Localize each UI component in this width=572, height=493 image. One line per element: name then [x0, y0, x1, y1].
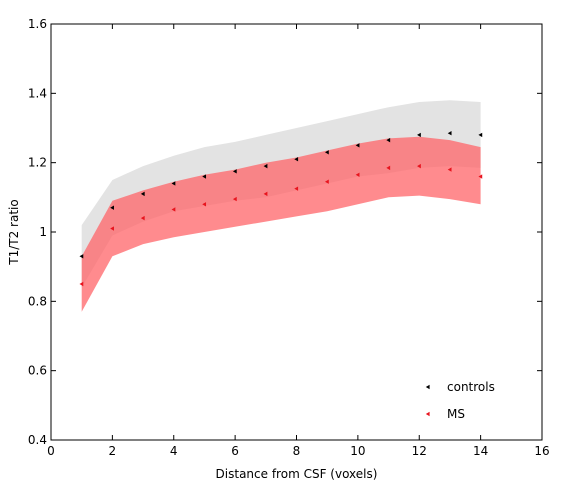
point-controls-5	[202, 174, 207, 179]
legend-marker-ms	[425, 411, 430, 417]
point-controls-11	[386, 137, 391, 143]
point-ms-6	[232, 196, 237, 202]
x-tick-label: 2	[109, 444, 117, 458]
x-tick-label: 0	[47, 444, 55, 458]
x-tick-label: 6	[231, 444, 239, 458]
point-controls-14	[478, 132, 483, 138]
point-controls-9	[324, 150, 329, 155]
x-tick-label: 8	[293, 444, 301, 458]
point-ms-14	[478, 174, 483, 179]
point-controls-1	[79, 254, 84, 259]
y-axis-title: T1/T2 ratio	[7, 199, 21, 265]
x-tick-label: 16	[534, 444, 549, 458]
point-controls-4	[171, 181, 176, 186]
point-ms-7	[263, 191, 268, 197]
y-tick-label: 0.6	[28, 364, 47, 378]
point-ms-11	[386, 165, 391, 171]
band-ms	[81, 136, 481, 312]
point-controls-12	[417, 132, 421, 138]
y-tick-label: 1	[39, 225, 47, 239]
point-controls-10	[355, 143, 360, 148]
point-ms-5	[202, 202, 207, 207]
data-points	[79, 131, 483, 287]
point-ms-2	[110, 226, 114, 231]
x-tick-label: 4	[170, 444, 178, 458]
x-tick-label: 14	[473, 444, 488, 458]
point-ms-3	[140, 215, 145, 221]
point-controls-8	[294, 157, 299, 162]
y-tick-label: 0.4	[28, 433, 47, 447]
x-axis-title: Distance from CSF (voxels)	[216, 467, 378, 481]
point-ms-8	[294, 186, 299, 191]
legend: controls MS	[398, 372, 518, 430]
legend-label-ms: MS	[447, 407, 465, 421]
point-controls-3	[140, 191, 145, 197]
point-ms-10	[355, 172, 360, 177]
point-controls-7	[263, 163, 268, 169]
legend-label-controls: controls	[447, 380, 495, 394]
point-controls-2	[110, 205, 114, 210]
confidence-bands	[81, 100, 481, 312]
point-ms-4	[171, 207, 176, 212]
x-tick-label: 12	[412, 444, 427, 458]
y-tick-label: 1.2	[28, 156, 47, 170]
point-ms-12	[417, 163, 421, 169]
point-ms-13	[447, 167, 452, 172]
point-controls-6	[232, 169, 237, 174]
axis-ticks: 0 2 4 6 8 10 12 14 16 0.4 0.6 0.8 1 1.2 1.4 1.6	[28, 17, 550, 458]
point-ms-1	[79, 281, 84, 287]
y-tick-label: 1.6	[28, 17, 47, 31]
legend-marker-controls	[425, 384, 430, 390]
y-tick-label: 0.8	[28, 294, 47, 308]
legend-box	[398, 372, 518, 430]
x-tick-label: 10	[350, 444, 365, 458]
point-ms-9	[324, 179, 329, 184]
point-controls-13	[447, 131, 452, 136]
y-tick-label: 1.4	[28, 86, 47, 100]
